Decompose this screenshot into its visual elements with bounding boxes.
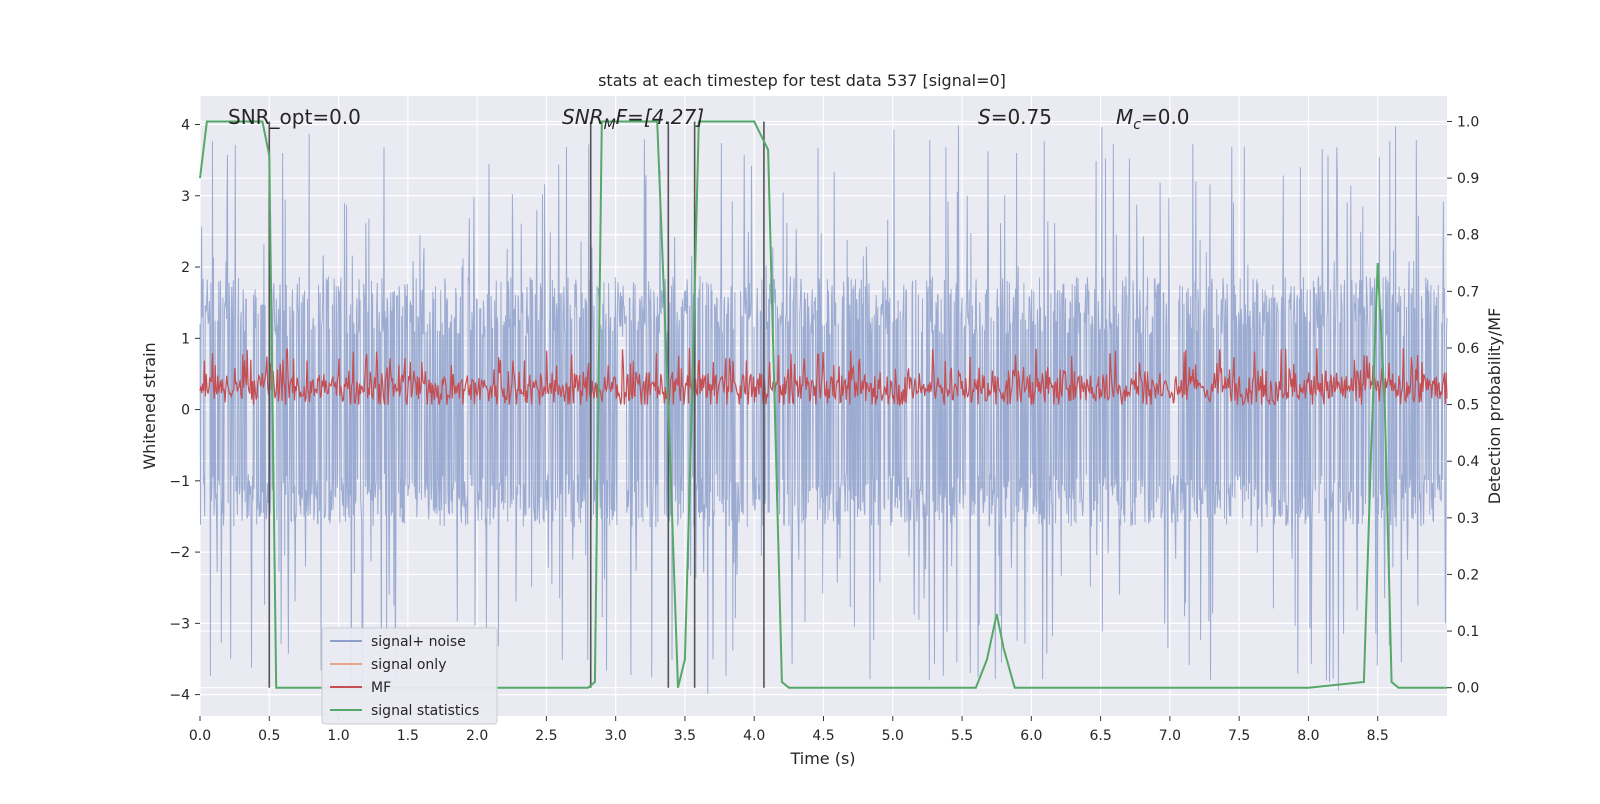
y-tick-label-right: 0.3: [1457, 511, 1479, 527]
signal-noise-line: [199, 125, 1448, 694]
y-tick-label-left: 2: [181, 260, 190, 276]
y-tick-label-left: 1: [181, 331, 190, 347]
x-tick-label: 4.5: [812, 728, 834, 744]
x-tick-label: 8.5: [1367, 728, 1389, 744]
x-tick-label: 2.0: [466, 728, 488, 744]
y-tick-label-right: 0.0: [1457, 681, 1479, 697]
annotation-mc: Mc=0.0: [1116, 105, 1190, 133]
x-tick-label: 5.5: [951, 728, 973, 744]
x-tick-label: 3.0: [605, 728, 627, 744]
x-tick-label: 7.0: [1159, 728, 1181, 744]
y-tick-label-left: 0: [181, 403, 190, 419]
legend-label-signal-statistics: signal statistics: [371, 703, 479, 719]
y-tick-label-right: 0.2: [1457, 567, 1479, 583]
y-tick-label-right: 0.4: [1457, 454, 1479, 470]
y-axis-label-right: Detection probability/MF: [1485, 308, 1504, 505]
series-signal-noise: [199, 125, 1448, 694]
annotation-s-value: =0.75: [991, 105, 1052, 129]
x-tick-label: 6.0: [1020, 728, 1042, 744]
y-tick-label-left: 3: [181, 189, 190, 205]
x-tick-label: 0.5: [258, 728, 280, 744]
series-mf: [199, 347, 1448, 407]
y-ticks-right: 1.0 0.9 0.8 0.7 0.6 0.5 0.4 0.3 0.2 0.1 0.0: [1447, 114, 1479, 697]
annotation-s-symbol: S: [978, 105, 991, 129]
annotation-mc-symbol: M: [1116, 105, 1133, 129]
annotation-mc-value: =0.0: [1141, 105, 1190, 129]
x-tick-label: 2.5: [535, 728, 557, 744]
x-tick-label: 0.0: [189, 728, 211, 744]
series-signal-statistics: [199, 120, 1447, 689]
x-tick-label: 5.0: [882, 728, 904, 744]
annotation-snr-mf: SNRMF=[4.27]: [562, 105, 704, 133]
y-tick-label-left: −1: [169, 474, 190, 490]
y-tick-label-right: 0.5: [1457, 398, 1479, 414]
y-tick-label-right: 1.0: [1457, 114, 1479, 130]
y-axis-label-left: Whitened strain: [140, 342, 159, 469]
mf-line: [199, 347, 1448, 407]
annotation-snr-mf-sub: M: [604, 117, 616, 133]
x-axis-label: Time (s): [789, 749, 855, 768]
legend-label-mf: MF: [371, 680, 391, 696]
y-tick-label-right: 0.9: [1457, 171, 1479, 187]
legend: signal+ noise signal only MF signal stat…: [321, 627, 498, 725]
legend-box: [321, 627, 498, 725]
annotation-snr-mf-value: F=[4.27]: [616, 105, 704, 129]
grid: [199, 96, 1447, 716]
chart-title: stats at each timestep for test data 537…: [598, 71, 1006, 90]
legend-label-signal-noise: signal+ noise: [371, 634, 466, 650]
x-tick-label: 3.5: [674, 728, 696, 744]
annotation-s: S=0.75: [978, 105, 1052, 129]
x-tick-label: 1.5: [397, 728, 419, 744]
signal-statistics-line: [199, 120, 1447, 689]
y-ticks-left: 4 3 2 1 0 −1 −2 −3 −4: [169, 118, 200, 704]
y-tick-label-left: 4: [181, 118, 190, 134]
x-tick-label: 1.0: [327, 728, 349, 744]
x-tick-label: 6.5: [1089, 728, 1111, 744]
y-tick-label-left: −2: [169, 545, 190, 561]
annotation-snr-opt: SNR_opt=0.0: [228, 105, 361, 129]
y-tick-label-left: −4: [169, 688, 190, 704]
annotation-mc-sub: c: [1133, 117, 1141, 133]
y-tick-label-right: 0.7: [1457, 284, 1479, 300]
y-tick-label-right: 0.8: [1457, 228, 1479, 244]
x-tick-label: 7.5: [1228, 728, 1250, 744]
legend-label-signal-only: signal only: [371, 657, 446, 673]
annotation-snr-mf-symbol: SNR: [562, 105, 604, 129]
y-tick-label-left: −3: [169, 616, 190, 632]
x-tick-label: 8.0: [1297, 728, 1319, 744]
y-tick-label-right: 0.1: [1457, 624, 1479, 640]
x-tick-label: 4.0: [743, 728, 765, 744]
y-tick-label-right: 0.6: [1457, 341, 1479, 357]
x-ticks: 0.0 0.5 1.0 1.5 2.0 2.5 3.0 3.5 4.0 4.5 5.0 5.5 6.0 6…: [189, 716, 1389, 744]
